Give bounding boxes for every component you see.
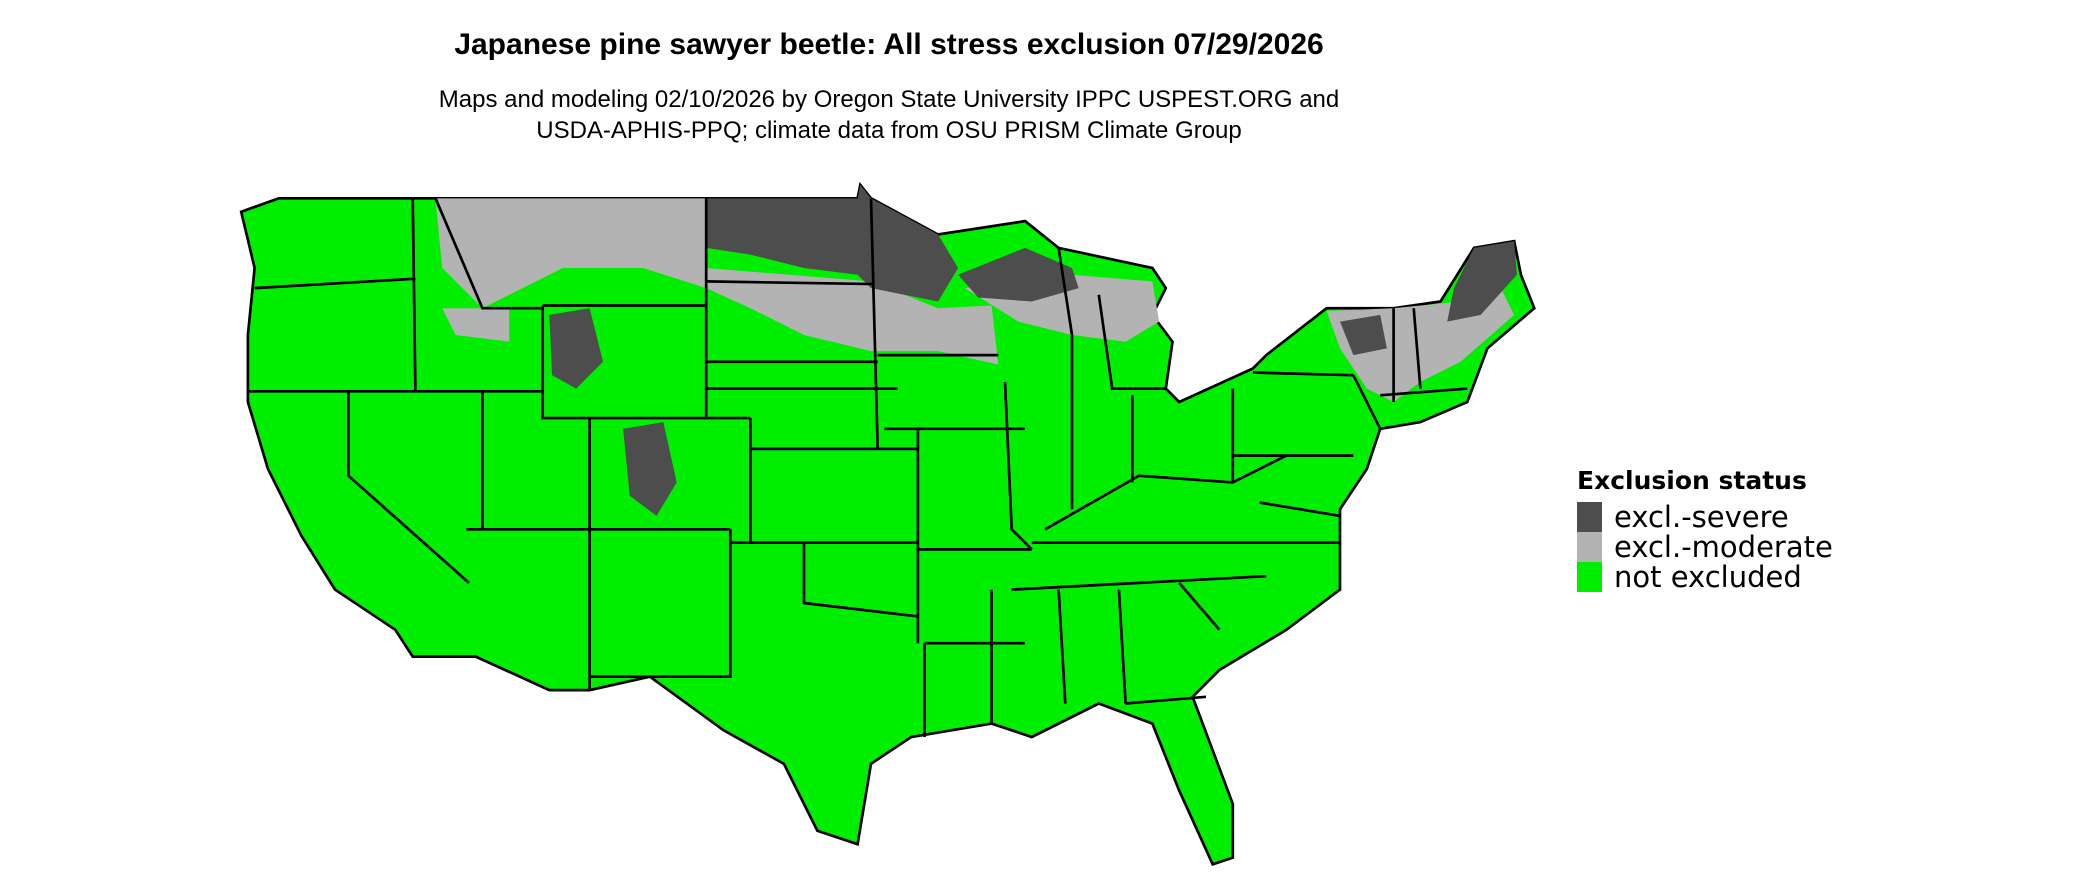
legend-swatch-not-excluded: [1577, 562, 1602, 592]
legend-label: excl.-moderate: [1614, 530, 1833, 564]
legend-item-moderate: excl.-moderate: [1577, 532, 1833, 562]
state-boundaries: [247, 197, 1468, 738]
legend-title: Exclusion status: [1577, 466, 1807, 495]
legend-label: not excluded: [1614, 560, 1802, 594]
map-subtitle: Maps and modeling 02/10/2026 by Oregon S…: [0, 84, 1778, 146]
legend-item-severe: excl.-severe: [1577, 502, 1833, 532]
subtitle-line-1: Maps and modeling 02/10/2026 by Oregon S…: [438, 86, 1340, 113]
subtitle-line-2: USDA-APHIS-PPQ; climate data from OSU PR…: [536, 117, 1242, 144]
legend-label: excl.-severe: [1614, 500, 1789, 534]
legend-swatch-severe: [1577, 502, 1602, 532]
legend-item-not-excluded: not excluded: [1577, 562, 1833, 592]
severe-exclusion-areas: [549, 184, 1517, 516]
legend: Exclusion status excl.-severe excl.-mode…: [1577, 466, 1833, 592]
legend-swatch-moderate: [1577, 532, 1602, 562]
map-title: Japanese pine sawyer beetle: All stress …: [454, 28, 1324, 61]
